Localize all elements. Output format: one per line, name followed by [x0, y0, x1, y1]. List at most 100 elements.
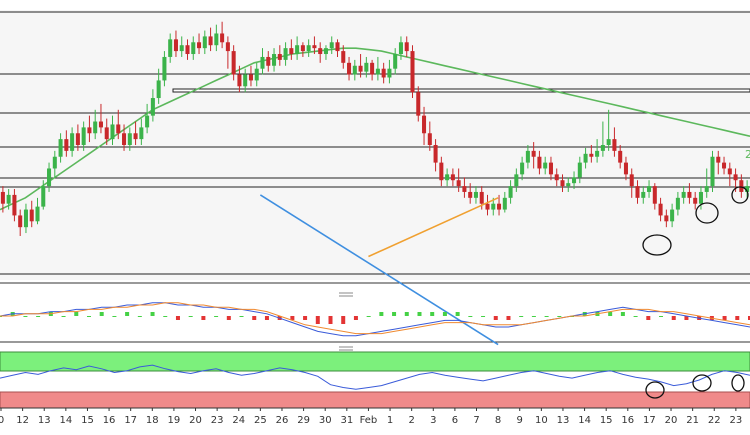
candle-body: [225, 42, 230, 52]
histogram-bar: [608, 312, 613, 316]
candle-body: [6, 194, 11, 204]
candle-body: [231, 51, 236, 75]
candle-body: [404, 42, 409, 52]
candle-body: [468, 191, 473, 198]
candle-body: [41, 186, 46, 207]
histogram-bar: [481, 316, 486, 317]
x-tick-label: 8: [495, 415, 501, 426]
histogram-bar: [125, 312, 130, 316]
candle-body: [58, 139, 63, 157]
candle-body: [410, 51, 415, 93]
x-tick-label: 3: [430, 415, 436, 426]
candle-body: [202, 36, 207, 49]
annotation-circle: [692, 374, 712, 392]
candle-body: [156, 80, 161, 99]
histogram-bar: [468, 316, 473, 317]
histogram-bar: [290, 316, 295, 320]
histogram-bar: [735, 316, 740, 320]
x-tick-label: 17: [124, 415, 137, 426]
histogram-bar: [506, 316, 511, 320]
histogram-bar: [392, 312, 397, 316]
candle-body: [145, 115, 150, 128]
x-tick-label: Feb: [360, 415, 378, 426]
histogram-bar: [74, 312, 79, 316]
candle-body: [745, 186, 750, 192]
oscillator-resize-handle[interactable]: [337, 292, 355, 297]
candle-body: [439, 162, 444, 181]
candle-body: [220, 33, 225, 43]
candle-body: [0, 191, 5, 204]
candle-body: [139, 127, 144, 140]
candle-body: [306, 45, 311, 52]
x-tick-label: 20: [189, 415, 202, 426]
x-tick-label: 17: [643, 415, 656, 426]
candle-body: [162, 56, 167, 81]
candle-body: [122, 133, 127, 145]
candle-body: [416, 92, 421, 116]
candle-body: [87, 127, 92, 134]
x-tick-label: 13: [38, 415, 51, 426]
candle-body: [687, 191, 692, 198]
candle-body: [612, 139, 617, 151]
x-tick-label: 1: [387, 415, 393, 426]
rsi-layer: [0, 364, 750, 390]
histogram-bar: [137, 316, 142, 317]
candle-body: [652, 186, 657, 204]
annotation-circle: [645, 381, 665, 399]
candle-body: [427, 133, 432, 145]
candle-body: [47, 168, 52, 187]
candle-body: [693, 197, 698, 204]
candle-body: [35, 206, 40, 222]
candle-body: [266, 56, 271, 66]
candle-body: [537, 156, 542, 169]
x-axis: 0 12 13 14 15 16 17 18 19 20 23 24 25 26 29 30 31 Feb 1 2 3 6…: [0, 408, 742, 426]
candle-body: [514, 174, 519, 187]
candle-body: [560, 180, 565, 187]
x-tick-label: 10: [535, 415, 548, 426]
candle-body: [185, 45, 190, 55]
candle-body: [179, 45, 184, 52]
annotation-circle: [695, 202, 719, 224]
x-tick-label: 7: [473, 415, 479, 426]
candle-body: [12, 194, 17, 216]
candle-body: [75, 133, 80, 145]
candle-body: [623, 162, 628, 175]
candle-body: [473, 191, 478, 198]
moving-average-line: [0, 47, 750, 211]
candle-body: [525, 150, 530, 163]
candle-body: [352, 65, 357, 75]
histogram-bar: [264, 316, 269, 320]
candle-body: [681, 191, 686, 198]
candle-body: [727, 168, 732, 175]
x-tick-label: 20: [665, 415, 678, 426]
candle-body: [341, 51, 346, 63]
x-tick-label: 19: [168, 415, 181, 426]
candle-body: [237, 74, 242, 87]
candle-body: [81, 127, 86, 145]
x-tick-label: 29: [297, 415, 310, 426]
candle-body: [173, 39, 178, 52]
candle-body: [289, 48, 294, 55]
candle-body: [358, 65, 363, 72]
candle-body: [583, 153, 588, 163]
candle-body: [577, 162, 582, 178]
moving-average-layer: [0, 47, 750, 211]
histogram-bar: [633, 316, 638, 317]
candle-body: [502, 197, 507, 210]
x-tick-label: 23: [211, 415, 224, 426]
candles-layer: [0, 21, 750, 236]
candle-body: [548, 162, 553, 175]
candle-body: [739, 180, 744, 192]
x-tick-label: 2: [408, 415, 414, 426]
candle-body: [543, 162, 548, 169]
x-tick-label: 25: [254, 415, 267, 426]
histogram-bar: [455, 312, 460, 316]
annotation-circles: [642, 186, 749, 399]
candle-body: [722, 162, 727, 169]
histogram-bar: [214, 316, 219, 317]
candle-body: [18, 215, 23, 228]
rsi-resize-handle[interactable]: [337, 346, 355, 351]
histogram-bar: [175, 316, 180, 320]
trend-line: [368, 197, 499, 258]
